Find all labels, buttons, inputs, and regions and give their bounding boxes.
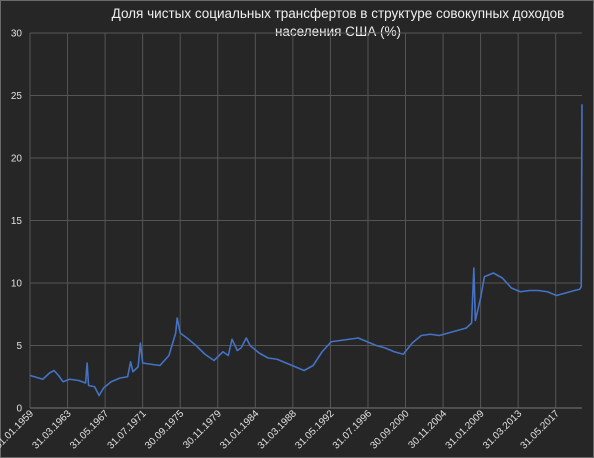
y-tick-label: 30 (11, 29, 23, 40)
y-tick-label: 20 (11, 154, 23, 165)
y-tick-label: 0 (16, 404, 22, 415)
chart-title: Доля чистых социальных трансфертов в стр… (112, 6, 565, 21)
y-tick-label: 10 (11, 279, 23, 290)
data-line (29, 104, 583, 397)
y-tick-label: 5 (16, 341, 22, 352)
chart-title: населения США (%) (275, 24, 401, 39)
y-tick-label: 15 (11, 216, 23, 227)
y-tick-label: 25 (11, 91, 23, 102)
